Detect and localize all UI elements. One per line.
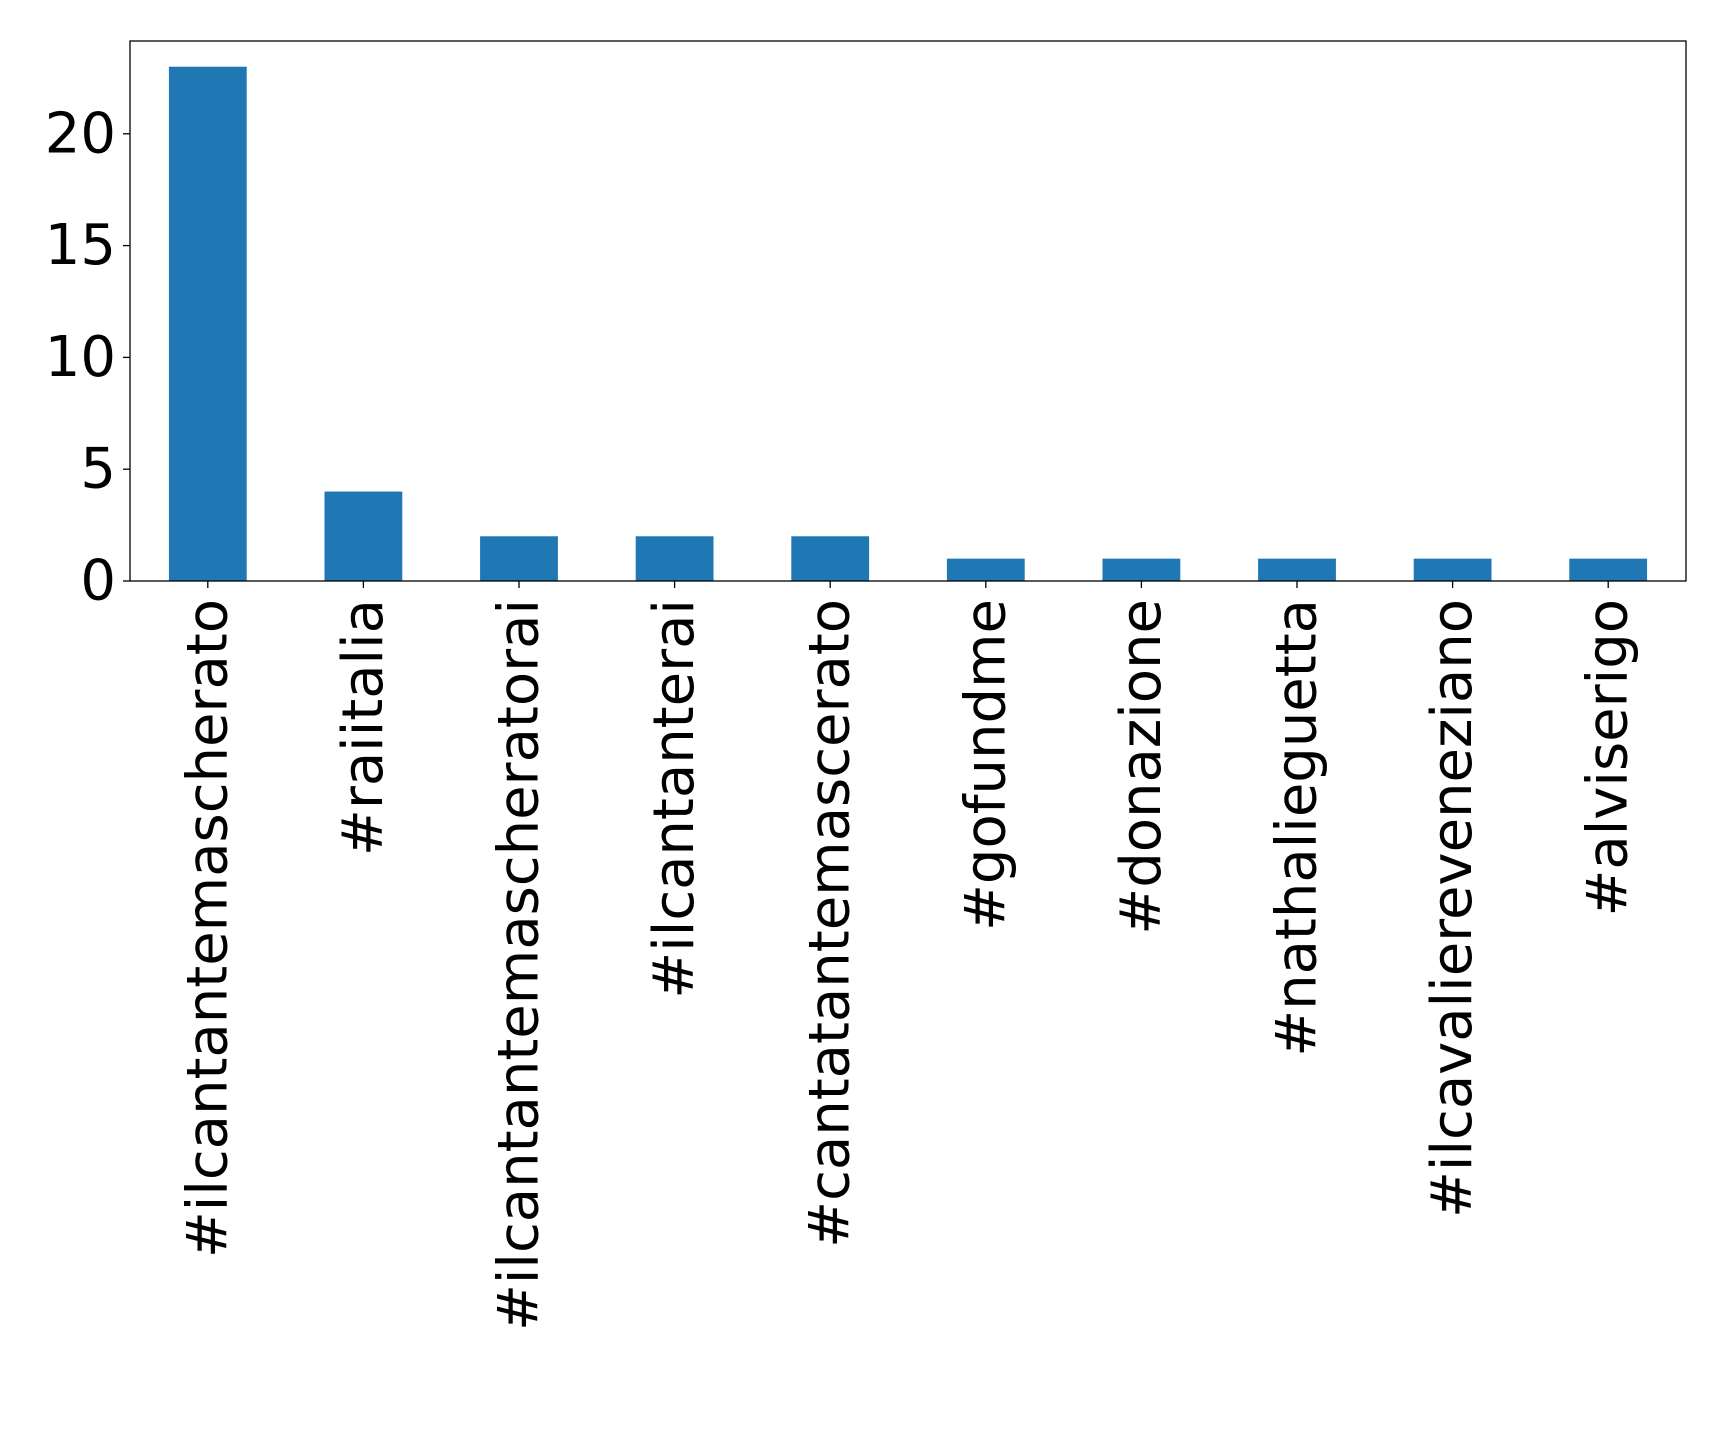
x-tick-label-9: #alviserigo [1576, 599, 1641, 917]
x-tick-label-3: #ilcantanterai [642, 599, 707, 999]
bar-6 [1102, 558, 1181, 581]
bars-group [168, 66, 1648, 581]
x-tick-label-8: #ilcavaliereveneziano [1420, 599, 1485, 1218]
x-tick-label-7: #nathalieguetta [1265, 599, 1330, 1057]
y-tick-label-0: 0 [80, 549, 116, 614]
bar-0 [168, 66, 247, 581]
bar-7 [1258, 558, 1336, 581]
bar-2 [480, 536, 558, 581]
y-tick-label-3: 15 [45, 213, 116, 278]
y-tick-label-2: 10 [45, 325, 116, 390]
x-tick-label-4: #cantatantemascerato [798, 599, 863, 1248]
bar-8 [1413, 558, 1492, 581]
plot-frame [129, 40, 1687, 582]
bar-4 [791, 536, 870, 581]
x-axis: #ilcantantemascherato #raiitalia #ilcantan… [175, 581, 1641, 1331]
x-tick-label-6: #donazione [1109, 599, 1174, 935]
y-axis: 0 5 10 15 20 [45, 101, 130, 614]
x-tick-label-5: #gofundme [953, 599, 1018, 931]
bar-9 [1569, 558, 1648, 581]
bar-3 [635, 536, 714, 581]
bar-1 [324, 491, 403, 581]
bar-5 [946, 558, 1025, 581]
y-tick-label-4: 20 [45, 101, 116, 166]
x-tick-label-2: #ilcantantemascheratorai [487, 599, 552, 1331]
x-tick-label-1: #raiitalia [331, 599, 396, 856]
y-tick-label-1: 5 [80, 437, 116, 502]
x-tick-label-0: #ilcantantemascherato [175, 599, 240, 1258]
